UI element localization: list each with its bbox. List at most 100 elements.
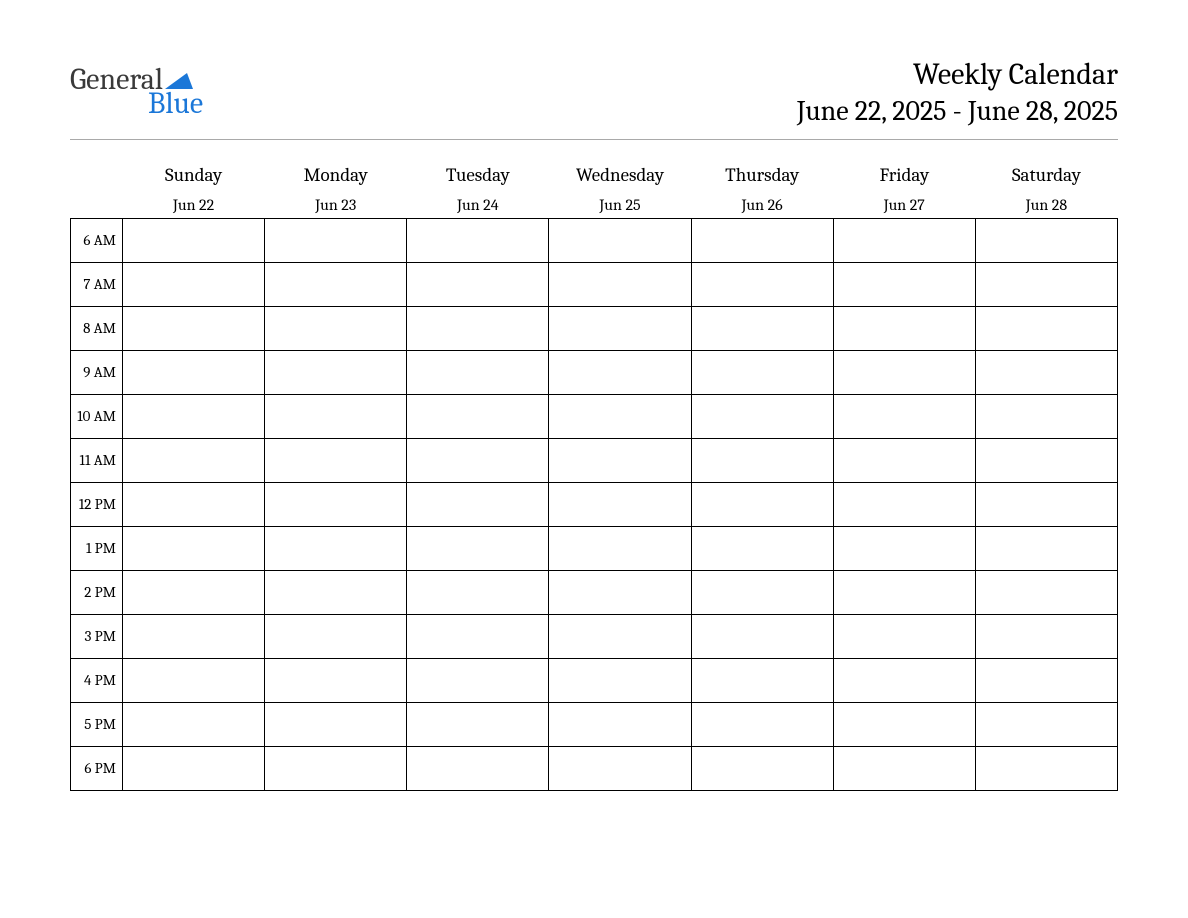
calendar-cell[interactable] <box>123 746 265 790</box>
calendar-cell[interactable] <box>123 218 265 262</box>
calendar-cell[interactable] <box>123 570 265 614</box>
calendar-cell[interactable] <box>833 350 975 394</box>
time-label: 9 AM <box>71 350 123 394</box>
calendar-cell[interactable] <box>549 746 691 790</box>
calendar-cell[interactable] <box>975 262 1117 306</box>
calendar-cell[interactable] <box>691 658 833 702</box>
calendar-cell[interactable] <box>407 438 549 482</box>
calendar-cell[interactable] <box>407 702 549 746</box>
calendar-cell[interactable] <box>975 482 1117 526</box>
calendar-cell[interactable] <box>123 306 265 350</box>
calendar-cell[interactable] <box>975 702 1117 746</box>
calendar-cell[interactable] <box>975 570 1117 614</box>
day-date-row: Jun 22 Jun 23 Jun 24 Jun 25 Jun 26 Jun 2… <box>71 190 1118 219</box>
calendar-cell[interactable] <box>833 438 975 482</box>
calendar-cell[interactable] <box>407 658 549 702</box>
calendar-cell[interactable] <box>265 306 407 350</box>
calendar-cell[interactable] <box>691 306 833 350</box>
calendar-cell[interactable] <box>265 394 407 438</box>
calendar-cell[interactable] <box>123 394 265 438</box>
calendar-cell[interactable] <box>407 526 549 570</box>
calendar-cell[interactable] <box>691 526 833 570</box>
calendar-cell[interactable] <box>265 262 407 306</box>
calendar-cell[interactable] <box>123 526 265 570</box>
calendar-cell[interactable] <box>407 218 549 262</box>
calendar-cell[interactable] <box>833 614 975 658</box>
calendar-cell[interactable] <box>691 350 833 394</box>
calendar-cell[interactable] <box>549 570 691 614</box>
title-block: Weekly Calendar June 22, 2025 - June 28,… <box>797 56 1118 129</box>
calendar-cell[interactable] <box>691 262 833 306</box>
calendar-cell[interactable] <box>549 350 691 394</box>
calendar-cell[interactable] <box>407 482 549 526</box>
calendar-cell[interactable] <box>691 482 833 526</box>
time-label: 2 PM <box>71 570 123 614</box>
calendar-cell[interactable] <box>975 614 1117 658</box>
calendar-cell[interactable] <box>691 746 833 790</box>
calendar-cell[interactable] <box>123 438 265 482</box>
calendar-cell[interactable] <box>549 526 691 570</box>
calendar-cell[interactable] <box>833 658 975 702</box>
calendar-cell[interactable] <box>833 394 975 438</box>
calendar-body: 6 AM7 AM8 AM9 AM10 AM11 AM12 PM1 PM2 PM3… <box>71 218 1118 790</box>
time-col-head <box>71 190 123 219</box>
calendar-cell[interactable] <box>549 218 691 262</box>
calendar-cell[interactable] <box>265 482 407 526</box>
calendar-cell[interactable] <box>975 438 1117 482</box>
calendar-cell[interactable] <box>975 526 1117 570</box>
calendar-cell[interactable] <box>833 218 975 262</box>
calendar-cell[interactable] <box>265 438 407 482</box>
calendar-cell[interactable] <box>265 570 407 614</box>
calendar-cell[interactable] <box>975 306 1117 350</box>
calendar-cell[interactable] <box>123 262 265 306</box>
calendar-cell[interactable] <box>833 746 975 790</box>
calendar-cell[interactable] <box>407 746 549 790</box>
time-row: 6 PM <box>71 746 1118 790</box>
calendar-cell[interactable] <box>549 438 691 482</box>
calendar-cell[interactable] <box>407 394 549 438</box>
calendar-cell[interactable] <box>549 306 691 350</box>
calendar-cell[interactable] <box>691 702 833 746</box>
calendar-cell[interactable] <box>691 614 833 658</box>
calendar-cell[interactable] <box>549 614 691 658</box>
calendar-cell[interactable] <box>549 394 691 438</box>
time-row: 7 AM <box>71 262 1118 306</box>
calendar-cell[interactable] <box>265 746 407 790</box>
calendar-cell[interactable] <box>407 614 549 658</box>
calendar-cell[interactable] <box>265 526 407 570</box>
calendar-cell[interactable] <box>691 438 833 482</box>
calendar-cell[interactable] <box>123 614 265 658</box>
calendar-cell[interactable] <box>407 306 549 350</box>
calendar-cell[interactable] <box>833 306 975 350</box>
calendar-cell[interactable] <box>833 570 975 614</box>
calendar-cell[interactable] <box>975 658 1117 702</box>
calendar-cell[interactable] <box>975 746 1117 790</box>
calendar-cell[interactable] <box>691 570 833 614</box>
calendar-cell[interactable] <box>265 218 407 262</box>
calendar-cell[interactable] <box>123 350 265 394</box>
calendar-cell[interactable] <box>407 262 549 306</box>
calendar-cell[interactable] <box>265 614 407 658</box>
calendar-cell[interactable] <box>975 350 1117 394</box>
calendar-cell[interactable] <box>123 482 265 526</box>
calendar-cell[interactable] <box>265 702 407 746</box>
calendar-cell[interactable] <box>549 702 691 746</box>
calendar-cell[interactable] <box>975 218 1117 262</box>
calendar-cell[interactable] <box>407 570 549 614</box>
calendar-cell[interactable] <box>265 350 407 394</box>
calendar-cell[interactable] <box>549 262 691 306</box>
calendar-cell[interactable] <box>833 702 975 746</box>
calendar-cell[interactable] <box>549 482 691 526</box>
calendar-cell[interactable] <box>691 218 833 262</box>
calendar-cell[interactable] <box>123 702 265 746</box>
calendar-cell[interactable] <box>123 658 265 702</box>
calendar-cell[interactable] <box>549 658 691 702</box>
calendar-cell[interactable] <box>407 350 549 394</box>
calendar-cell[interactable] <box>833 482 975 526</box>
calendar-cell[interactable] <box>833 262 975 306</box>
calendar-cell[interactable] <box>265 658 407 702</box>
time-label: 10 AM <box>71 394 123 438</box>
calendar-cell[interactable] <box>691 394 833 438</box>
calendar-cell[interactable] <box>833 526 975 570</box>
calendar-cell[interactable] <box>975 394 1117 438</box>
